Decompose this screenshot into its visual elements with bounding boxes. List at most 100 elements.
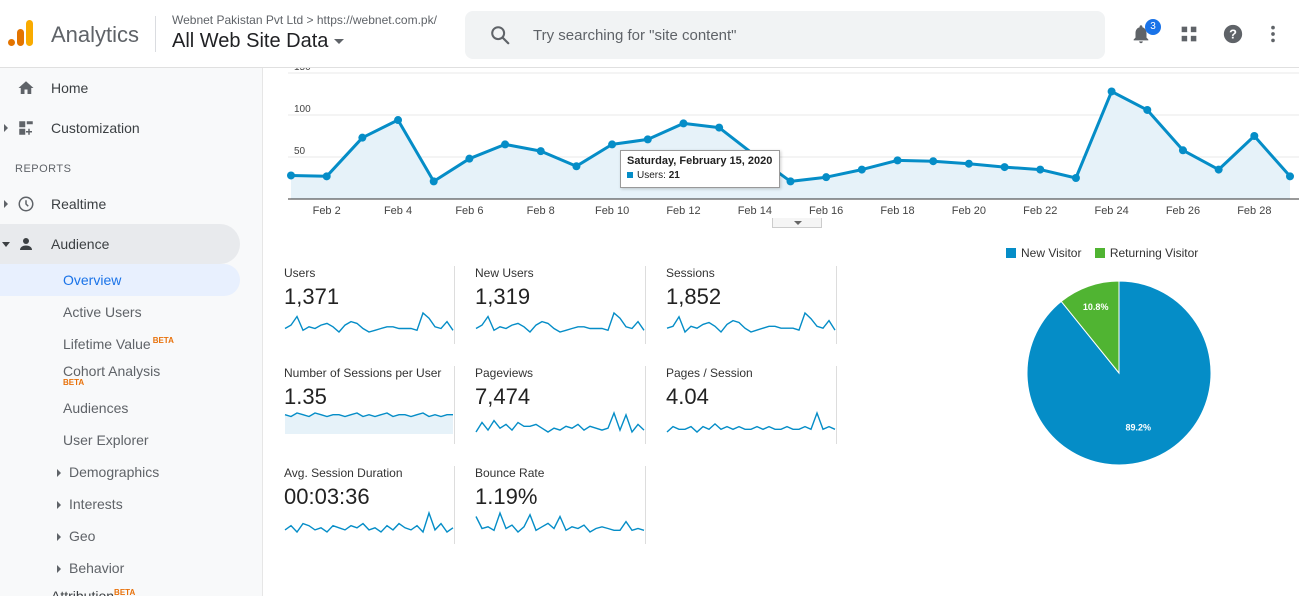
sparkline-line: [284, 412, 453, 418]
legend-swatch: [1094, 248, 1105, 258]
expand-arrow-icon: [57, 533, 61, 541]
sidebar-subitem-label: Behavior: [69, 560, 125, 576]
data-point[interactable]: [1178, 146, 1187, 155]
top-header: Analytics Webnet Pakistan Pvt Ltd > http…: [0, 0, 1299, 68]
search-input[interactable]: [533, 11, 1073, 59]
legend-item-new-visitor[interactable]: New Visitor: [1006, 246, 1081, 260]
expand-arrow-icon: [57, 469, 61, 477]
sidebar-subitem-overview[interactable]: Overview: [0, 264, 240, 296]
apps-grid-icon[interactable]: [1178, 23, 1200, 45]
data-point[interactable]: [929, 157, 938, 166]
view-selector[interactable]: All Web Site Data: [172, 30, 345, 53]
pie-slice[interactable]: [1060, 280, 1120, 375]
series-swatch: [627, 172, 633, 179]
legend-item-returning-visitor[interactable]: Returning Visitor: [1094, 246, 1198, 260]
data-point[interactable]: [1286, 172, 1294, 181]
sidebar-subitem-label: Interests: [69, 496, 123, 512]
metric-value: 00:03:36: [284, 484, 370, 509]
data-point[interactable]: [715, 123, 724, 132]
data-point[interactable]: [964, 159, 973, 168]
sidebar: Home Customization REPORTS Realtime Audi…: [0, 68, 263, 596]
more-vert-icon[interactable]: [1262, 23, 1284, 45]
users-line-chart[interactable]: 50 100 150 Feb 2 Feb 4 Feb 6 Feb 8 Feb 10 Feb 12…: [264, 68, 1299, 228]
sidebar-item-audience[interactable]: Audience: [0, 224, 240, 264]
metric-value: 1.35: [284, 384, 327, 409]
data-point[interactable]: [679, 119, 688, 128]
data-point[interactable]: [1000, 163, 1009, 172]
data-point[interactable]: [501, 140, 510, 149]
sidebar-subitem-demographics[interactable]: Demographics: [0, 456, 240, 488]
collapse-arrow-icon: [2, 242, 10, 247]
main-content: 50 100 150 Feb 2 Feb 4 Feb 6 Feb 8 Feb 10 Feb 12…: [264, 68, 1299, 596]
metric-card[interactable]: Users 1,371: [264, 266, 455, 344]
sidebar-item-attribution[interactable]: AttributionBETA: [0, 580, 240, 596]
sidebar-item-realtime[interactable]: Realtime: [0, 184, 240, 224]
data-point[interactable]: [429, 177, 438, 186]
data-point[interactable]: [394, 116, 403, 125]
metric-card[interactable]: New Users 1,319: [455, 266, 646, 344]
data-point[interactable]: [358, 133, 367, 142]
sidebar-item-customization[interactable]: Customization: [0, 108, 240, 148]
sidebar-subitem-lifetime-value[interactable]: Lifetime Value BETA: [0, 328, 240, 360]
data-point[interactable]: [1107, 87, 1116, 96]
sidebar-subitem-cohort-analysis[interactable]: Cohort Analysis BETA: [0, 360, 240, 392]
metric-label: Avg. Session Duration: [284, 466, 403, 480]
data-point[interactable]: [1250, 132, 1259, 140]
metric-card[interactable]: Pageviews 7,474: [455, 366, 646, 444]
sidebar-subitem-geo[interactable]: Geo: [0, 520, 240, 552]
beta-badge: BETA: [114, 588, 136, 596]
help-icon[interactable]: ?: [1222, 23, 1244, 45]
x-tick-label: Feb 6: [455, 205, 483, 217]
data-point[interactable]: [322, 172, 331, 181]
metric-card[interactable]: Sessions 1,852: [646, 266, 837, 344]
tooltip-line: Users: 21: [627, 170, 773, 181]
x-tick-label: Feb 22: [1023, 205, 1057, 217]
data-point[interactable]: [1036, 165, 1045, 174]
metric-card[interactable]: Pages / Session 4.04: [646, 366, 837, 444]
person-icon: [20, 238, 32, 250]
metric-card[interactable]: Avg. Session Duration 00:03:36: [264, 466, 455, 544]
data-point[interactable]: [1071, 174, 1080, 182]
sidebar-subitem-user-explorer[interactable]: User Explorer: [0, 424, 240, 456]
y-tick-label: 150: [294, 68, 311, 73]
metric-card[interactable]: Bounce Rate 1.19%: [455, 466, 646, 544]
search-box[interactable]: [465, 11, 1105, 59]
data-point[interactable]: [786, 177, 795, 186]
data-point[interactable]: [1214, 165, 1223, 174]
expand-arrow-icon: [4, 124, 8, 132]
metric-label: Sessions: [666, 266, 715, 280]
sidebar-subitem-active-users[interactable]: Active Users: [0, 296, 240, 328]
sparkline-line: [284, 311, 454, 333]
expand-arrow-icon: [57, 501, 61, 509]
visitor-pie-chart[interactable]: 89.2% 10.8%: [1024, 278, 1214, 468]
account-breadcrumb[interactable]: Webnet Pakistan Pvt Ltd > https://webnet…: [172, 13, 437, 27]
analytics-logo-icon[interactable]: [6, 18, 36, 48]
chart-resize-handle[interactable]: [772, 218, 822, 228]
sidebar-subitem-interests[interactable]: Interests: [0, 488, 240, 520]
data-point[interactable]: [536, 147, 545, 156]
data-point[interactable]: [608, 140, 617, 149]
bell-icon[interactable]: [1130, 23, 1152, 45]
sparkline-area: [285, 413, 453, 434]
data-point[interactable]: [643, 135, 652, 144]
data-point[interactable]: [893, 156, 902, 165]
sidebar-item-home[interactable]: Home: [0, 68, 240, 108]
data-point[interactable]: [572, 162, 581, 171]
reports-section-label: REPORTS: [15, 163, 72, 175]
clock-icon: [18, 196, 34, 212]
metric-value: 7,474: [475, 384, 531, 409]
metric-card[interactable]: Number of Sessions per User 1.35: [264, 366, 455, 444]
data-point[interactable]: [822, 173, 831, 182]
sparkline: [475, 410, 645, 434]
sparkline-line: [475, 311, 645, 333]
tooltip-series: Users: [637, 170, 664, 181]
data-point[interactable]: [287, 171, 295, 180]
data-point[interactable]: [1143, 105, 1152, 114]
sparkline-line: [666, 410, 836, 433]
data-point[interactable]: [857, 165, 866, 174]
data-point[interactable]: [465, 154, 474, 163]
sidebar-subitem-audiences[interactable]: Audiences: [0, 392, 240, 424]
sidebar-subitem-label: Cohort Analysis: [63, 363, 161, 379]
sidebar-subitem-behavior[interactable]: Behavior: [0, 552, 240, 584]
metric-value: 1,852: [666, 284, 722, 309]
